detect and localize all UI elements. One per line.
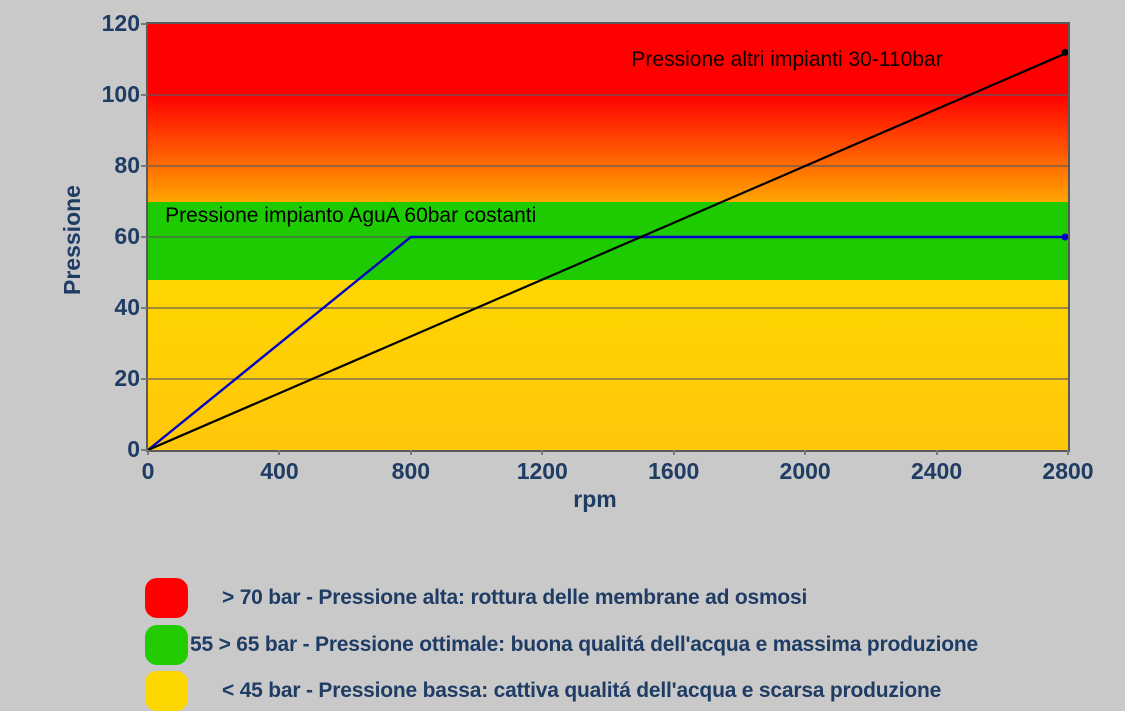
x-tick-label-1200: 1200 [516, 458, 568, 484]
x-tick-mark [147, 450, 149, 455]
y-tick-mark [141, 236, 147, 238]
legend-label: > 70 bar - Pressione alta: rottura delle… [222, 586, 808, 609]
x-tick-label-1600: 1600 [648, 458, 700, 484]
x-tick-mark [672, 450, 675, 455]
y-tick-label-120: 120 [101, 10, 140, 36]
x-tick-mark [541, 450, 544, 455]
series-end-marker-1 [1061, 48, 1068, 56]
legend-item-high-pressure: > 70 bar - Pressione alta: rottura delle… [145, 578, 807, 618]
legend-item-optimal-pressure: 55 > 65 bar - Pressione ottimale: buona … [145, 625, 978, 665]
y-tick-mark [141, 94, 147, 96]
green-swatch-icon [145, 625, 188, 665]
legend-item-low-pressure: < 45 bar - Pressione bassa: cattiva qual… [145, 671, 941, 711]
plot-frame: Pressione altri impianti 30-110bar Pressi… [146, 22, 1070, 452]
gridline-y-100 [148, 94, 1068, 96]
y-tick-label-100: 100 [101, 81, 140, 107]
legend-label: 55 > 65 bar - Pressione ottimale: buona … [190, 633, 979, 656]
y-tick-label-40: 40 [114, 294, 140, 320]
x-tick-label-0: 0 [141, 458, 155, 484]
series-line-1 [148, 51, 1068, 450]
y-tick-mark [141, 307, 147, 309]
series-line-0 [148, 235, 1068, 450]
y-tick-label-0: 0 [127, 436, 140, 462]
gridline-y-20 [148, 378, 1068, 380]
risk-band [148, 95, 1068, 202]
series-label-1: Pressione impianto AguA 60bar costanti [165, 203, 537, 227]
series-label-0: Pressione altri impianti 30-110bar [631, 47, 943, 71]
risk-band [148, 201, 1068, 280]
y-tick-label-80: 80 [114, 152, 140, 178]
x-tick-label-800: 800 [391, 458, 431, 484]
legend-label: < 45 bar - Pressione bassa: cattiva qual… [222, 679, 942, 702]
x-tick-mark [409, 450, 412, 455]
gridline-y-40 [148, 307, 1068, 309]
x-tick-label-2000: 2000 [779, 458, 831, 484]
x-tick-mark [804, 450, 807, 455]
yellow-swatch-icon [145, 671, 188, 711]
series-end-marker-0 [1061, 233, 1068, 241]
x-tick-label-400: 400 [260, 458, 299, 484]
y-tick-mark [141, 449, 147, 451]
y-tick-label-60: 60 [114, 223, 140, 249]
x-tick-mark [935, 450, 938, 455]
x-tick-label-2800: 2800 [1042, 458, 1094, 484]
x-tick-label-2400: 2400 [910, 458, 963, 484]
x-axis-title: rpm [573, 486, 617, 512]
x-tick-mark [278, 450, 281, 455]
y-tick-label-20: 20 [114, 365, 140, 391]
series-lines [148, 48, 1068, 450]
red-swatch-icon [145, 578, 188, 618]
y-tick-mark [141, 378, 147, 380]
y-tick-mark [141, 23, 147, 25]
risk-band [148, 24, 1068, 95]
gridline-y-80 [148, 165, 1068, 167]
x-tick-mark [1067, 450, 1069, 455]
y-tick-mark [141, 165, 147, 167]
plot-area: Pressione altri impianti 30-110bar Pressi… [148, 24, 1068, 450]
